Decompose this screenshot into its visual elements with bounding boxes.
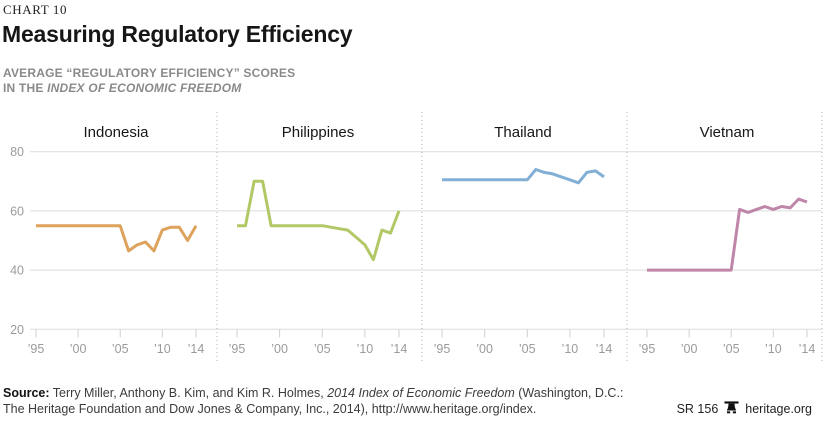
subtitle-line1: AVERAGE “REGULATORY EFFICIENCY” SCORES: [3, 66, 296, 80]
x-axis-label-thailand-1995: ’95: [434, 342, 451, 356]
y-axis-label-20: 20: [10, 323, 24, 337]
series-line-thailand: [442, 168, 605, 185]
report-mark: SR 156 heritage.org: [677, 401, 812, 417]
series-line-indonesia: [36, 224, 198, 253]
chart-number: CHART 10: [3, 2, 68, 17]
series-line-vietnam: [647, 197, 808, 272]
x-axis-label-philippines-2000: ’00: [271, 342, 288, 356]
report-number: SR 156: [676, 402, 719, 416]
series-line-philippines: [237, 179, 401, 262]
x-axis-label-vietnam-2010: ’10: [765, 342, 782, 356]
panel-title-philippines: Philippines: [282, 124, 355, 141]
x-axis-label-philippines-2014: ’14: [391, 342, 408, 356]
source-line1: Source: Terry Miller, Anthony B. Kim, an…: [3, 386, 624, 400]
panel-title-indonesia: Indonesia: [83, 124, 149, 141]
source-line2: The Heritage Foundation and Dow Jones & …: [3, 402, 537, 416]
x-axis-label-indonesia-2005: ’05: [112, 342, 129, 356]
x-axis-label-vietnam-2005: ’05: [723, 342, 740, 356]
x-axis-label-thailand-2000: ’00: [476, 342, 493, 356]
chart-area: 80 60 40 20 Indonesia ’95 ’00 ’05 ’10 ’14 Philippi…: [0, 110, 825, 372]
x-axis-label-indonesia-1995: ’95: [28, 342, 45, 356]
chart-canvas: 80 60 40 20 Indonesia ’95 ’00 ’05 ’10 ’14 Philippi…: [10, 112, 823, 362]
website-label: heritage.org: [745, 402, 812, 416]
y-axis-label-40: 40: [10, 264, 24, 278]
x-axis-label-thailand-2014: ’14: [596, 342, 613, 356]
x-axis-label-philippines-2005: ’05: [314, 342, 331, 356]
page-title: Measuring Regulatory Efficiency: [2, 21, 353, 47]
y-axis-label-60: 60: [10, 204, 24, 218]
x-axis-label-indonesia-2014: ’14: [188, 342, 205, 356]
panel-title-vietnam: Vietnam: [700, 124, 755, 141]
chart-subtitle: AVERAGE “REGULATORY EFFICIENCY” SCORES I…: [3, 66, 295, 96]
x-axis-label-philippines-1995: ’95: [229, 342, 246, 356]
heritage-bell-icon: [724, 401, 739, 417]
x-axis-label-vietnam-2000: ’00: [681, 342, 698, 356]
x-axis-label-indonesia-2000: ’00: [70, 342, 87, 356]
x-axis-label-thailand-2005: ’05: [519, 342, 536, 356]
x-axis-label-philippines-2010: ’10: [357, 342, 374, 356]
y-axis-label-80: 80: [10, 145, 24, 159]
x-axis-label-thailand-2010: ’10: [562, 342, 579, 356]
x-axis-label-vietnam-1995: ’95: [639, 342, 656, 356]
source-note: Source: Terry Miller, Anthony B. Kim, an…: [3, 385, 623, 417]
panel-title-thailand: Thailand: [494, 124, 552, 141]
subtitle-line2: IN THE INDEX OF ECONOMIC FREEDOM: [3, 81, 242, 95]
x-axis-label-vietnam-2014: ’14: [799, 342, 816, 356]
x-axis-label-indonesia-2010: ’10: [154, 342, 171, 356]
